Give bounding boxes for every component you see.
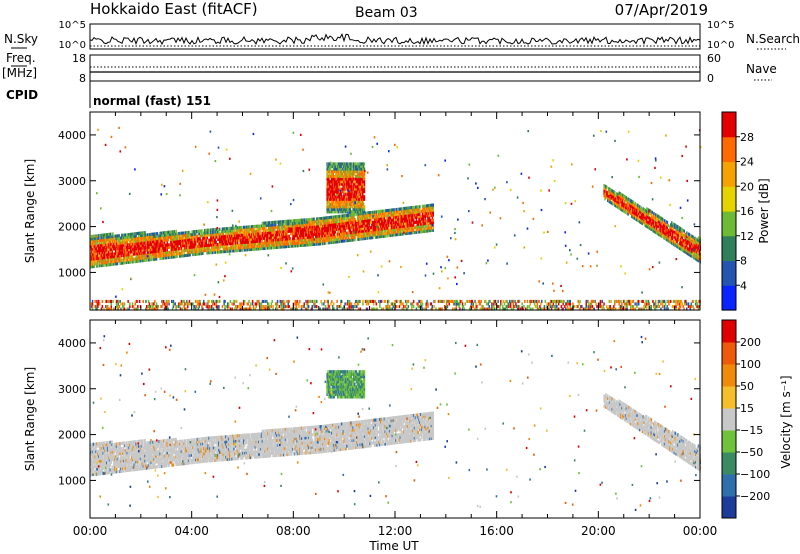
velocity-region-upper-patch xyxy=(326,370,366,399)
x-tick-label: 08:00 xyxy=(276,524,311,538)
power-region-evening-band xyxy=(603,184,701,264)
x-tick-labels: 00:00 04:00 08:00 12:00 16:00 20:00 00:00 xyxy=(73,524,718,538)
power-heatmap xyxy=(90,126,702,311)
velocity-region-evening-band xyxy=(603,393,701,472)
freq-label: Freq. xyxy=(6,51,36,65)
noise-strip-frame xyxy=(89,23,701,50)
velocity-ytick-label: 1000 xyxy=(58,474,86,487)
power-axes: 1000 2000 3000 4000 xyxy=(58,112,701,310)
velocity-axes: 1000 2000 3000 4000 xyxy=(58,320,701,518)
velocity-colorbar-segment xyxy=(722,364,736,387)
velocity-colorbar-segment xyxy=(722,474,736,497)
power-scatter-points xyxy=(92,126,702,303)
power-colorbar-segment xyxy=(722,260,736,286)
power-ytick-label: 4000 xyxy=(58,129,86,142)
power-colorbar-tick-label: 8 xyxy=(740,255,747,268)
velocity-colorbar-tick-label: −50 xyxy=(740,446,763,459)
velocity-colorbar-tick-label: 200 xyxy=(740,336,761,349)
x-tick-label: 00:00 xyxy=(683,524,718,538)
power-colorbar-segment xyxy=(722,161,736,187)
freq-tick-bottom: 8 xyxy=(79,72,86,85)
date-label: 07/Apr/2019 xyxy=(615,1,708,19)
noise-tick-right-bottom: 10^0 xyxy=(707,40,734,51)
x-tick-label: 04:00 xyxy=(174,524,209,538)
velocity-colorbar-tick-label: −15 xyxy=(740,424,763,437)
freq-unit-label: [MHz] xyxy=(2,66,37,80)
power-colorbar-tick-label: 24 xyxy=(740,156,754,169)
power-ytick-label: 2000 xyxy=(58,221,86,234)
velocity-colorbar-tick-label: −200 xyxy=(740,490,770,503)
power-colorbar-segment xyxy=(722,211,736,237)
power-colorbar-tick-label: 4 xyxy=(740,279,747,292)
velocity-heatmap xyxy=(90,335,701,511)
power-region-main-band xyxy=(90,203,434,269)
noise-tick-left-top: 10^5 xyxy=(59,20,86,31)
nsearch-label: N.Search xyxy=(746,32,800,46)
power-colorbar-segment xyxy=(722,136,736,163)
velocity-ytick-label: 4000 xyxy=(58,337,86,350)
power-ylabel: Slant Range [km] xyxy=(23,159,37,263)
velocity-colorbar-label: Velocity [m s⁻¹] xyxy=(779,375,793,468)
power-colorbar-tick-label: 20 xyxy=(740,180,754,193)
velocity-colorbar-segment xyxy=(722,408,736,431)
noise-trace xyxy=(89,33,701,47)
velocity-colorbar-frame xyxy=(721,319,737,519)
velocity-ytick-label: 2000 xyxy=(58,429,86,442)
x-tick-label: 00:00 xyxy=(73,524,108,538)
velocity-colorbar-tick-label: 100 xyxy=(740,358,761,371)
noise-trace-line xyxy=(89,33,701,46)
cpid-value: normal (fast) 151 xyxy=(93,94,211,108)
x-tick-label: 12:00 xyxy=(378,524,413,538)
power-colorbar-tick-label: 12 xyxy=(740,230,754,243)
power-colorbar-segment xyxy=(722,285,736,311)
power-ytick-label: 1000 xyxy=(58,266,86,279)
nave-tick-top: 60 xyxy=(707,52,721,65)
power-colorbar-tick-label: 16 xyxy=(740,205,754,218)
freq-strip-frame xyxy=(89,54,701,82)
beam-label: Beam 03 xyxy=(355,5,418,21)
power-colorbar-segment xyxy=(722,235,736,262)
noise-tick-right-top: 10^5 xyxy=(707,20,734,31)
velocity-colorbar-segment xyxy=(722,430,736,453)
velocity-colorbar-tick-label: −100 xyxy=(740,468,770,481)
velocity-ytick-label: 3000 xyxy=(58,383,86,396)
noise-tick-left-bottom: 10^0 xyxy=(59,40,86,51)
power-region-upper-patch xyxy=(326,162,366,214)
velocity-ylabel: Slant Range [km] xyxy=(23,367,37,471)
power-ytick-label: 3000 xyxy=(58,175,86,188)
velocity-colorbar: 200 100 50 15 −15 −50 −100 −200 xyxy=(721,319,770,519)
cpid-label: CPID xyxy=(6,88,38,102)
nsky-label: N.Sky xyxy=(4,32,38,46)
power-colorbar: 4 8 12 16 20 24 28 xyxy=(721,111,754,311)
velocity-colorbar-segment xyxy=(722,452,736,475)
power-colorbar-segment xyxy=(722,112,736,138)
power-colorbar-tick-label: 28 xyxy=(740,131,754,144)
velocity-colorbar-segment xyxy=(722,320,736,343)
velocity-region-main-band xyxy=(90,411,434,477)
velocity-colorbar-tick-label: 50 xyxy=(740,380,754,393)
velocity-colorbar-segment xyxy=(722,496,736,519)
x-tick-label: 16:00 xyxy=(479,524,514,538)
power-region-near-range-echoes xyxy=(90,299,701,311)
velocity-colorbar-segment xyxy=(722,342,736,365)
x-tick-label: 20:00 xyxy=(581,524,616,538)
station-title: Hokkaido East (fitACF) xyxy=(90,0,258,18)
freq-tick-top: 18 xyxy=(72,52,86,65)
power-colorbar-segment xyxy=(722,186,736,212)
velocity-colorbar-segment xyxy=(722,386,736,409)
nave-label: Nave xyxy=(746,62,777,76)
velocity-colorbar-tick-label: 15 xyxy=(740,402,754,415)
power-colorbar-label: Power [dB] xyxy=(757,178,771,243)
nave-tick-bottom: 0 xyxy=(707,72,714,85)
x-axis-label: Time UT xyxy=(368,539,419,553)
